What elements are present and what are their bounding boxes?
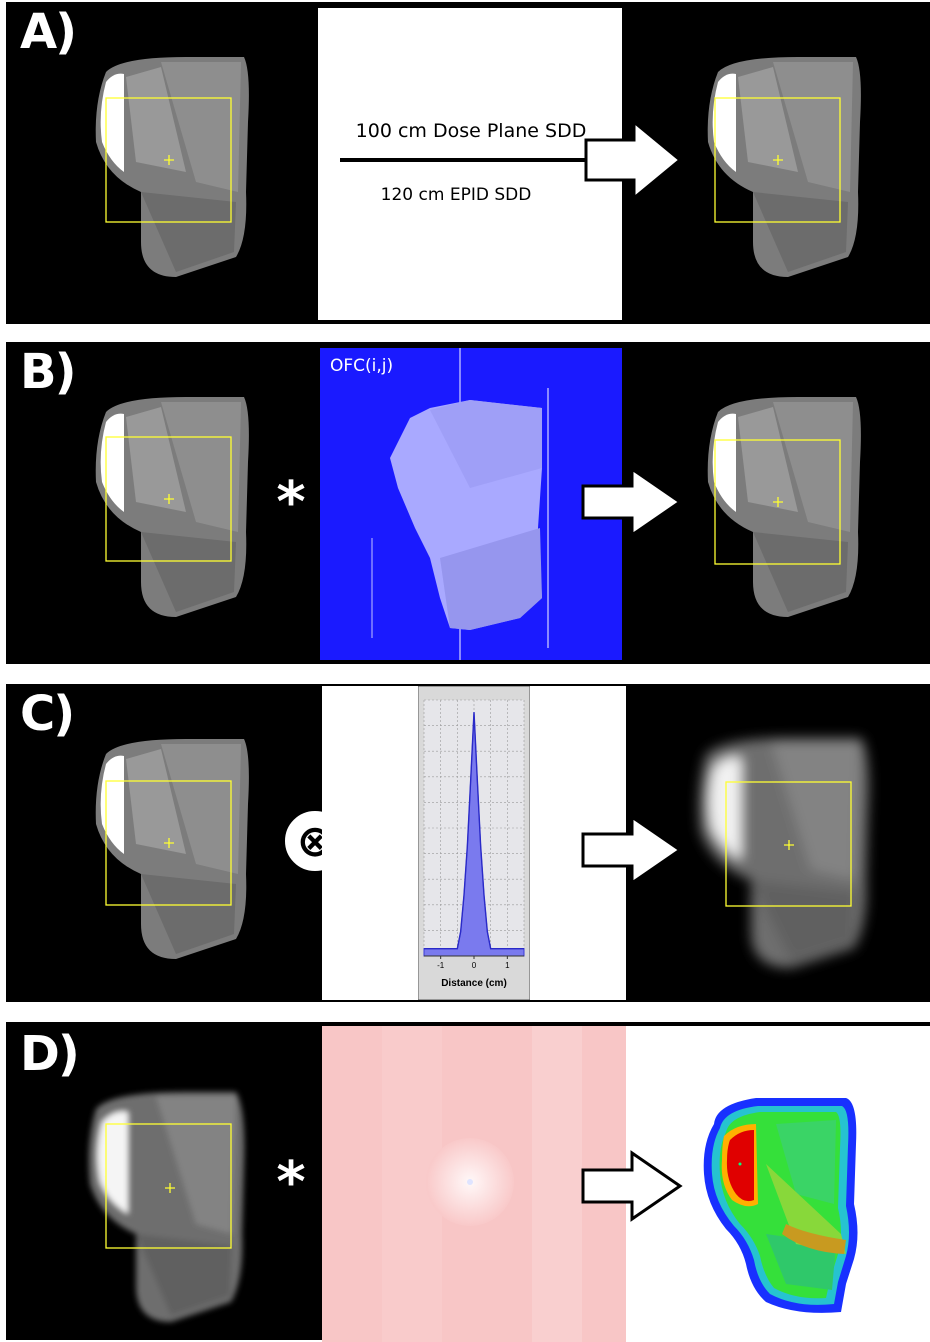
multiply-operator: * [266,470,316,535]
kernel-tick-label: -1 [437,961,445,970]
dose-image-left [66,42,286,292]
panel-d: D) * [6,1022,930,1340]
ofc-map [320,348,622,660]
result-arrow [580,1150,684,1222]
kernel-plot: -1 0 1 [418,686,530,1000]
kernel-tick-label: 1 [505,961,510,970]
kernel-xlabel: Distance (cm) [418,978,530,989]
ofc-map-image [320,348,622,660]
result-arrow [580,466,684,538]
dose-image-blurred [56,1074,296,1334]
dose-image-right [678,382,898,632]
panel-a: A) 100 cm Dose Plane SDD 120 cm EPID SDD [6,2,930,324]
dose-image-blurred [666,720,906,980]
multiply-operator: * [266,1150,316,1215]
ofc-label: OFC(i,j) [330,356,393,376]
dose-image-left [66,724,286,974]
epid-sdd-label: 120 cm EPID SDD [336,185,576,205]
color-dose-map [696,1084,886,1324]
panel-c: C) ⊗ -1 0 1 Distance (cm) [6,684,930,1002]
dose-image-right [678,42,898,292]
kernel-tick-label: 0 [472,961,477,970]
dose-image-left [66,382,286,632]
panel-b: B) * OFC(i,j) [6,342,930,664]
dose-plane-sdd-label: 100 cm Dose Plane SDD [326,120,616,142]
